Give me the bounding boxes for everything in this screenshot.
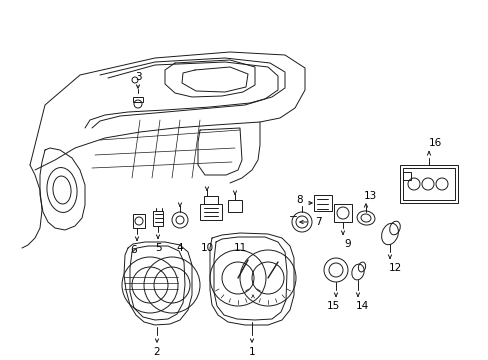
Text: 3: 3 <box>134 72 141 82</box>
Bar <box>399 165 457 203</box>
Bar <box>133 214 145 228</box>
Bar <box>153 211 163 226</box>
Text: 14: 14 <box>355 301 368 311</box>
Text: 15: 15 <box>325 301 339 311</box>
Bar <box>227 200 242 212</box>
Bar <box>200 204 222 220</box>
Text: 11: 11 <box>233 243 246 253</box>
Bar <box>133 97 142 102</box>
Text: 5: 5 <box>154 243 161 253</box>
Bar <box>203 196 218 204</box>
Text: 1: 1 <box>248 347 255 357</box>
Text: 9: 9 <box>344 239 350 249</box>
Text: 7: 7 <box>314 217 321 227</box>
Bar <box>402 172 410 180</box>
Bar <box>313 195 331 211</box>
Bar <box>333 204 351 222</box>
Text: 4: 4 <box>176 243 183 253</box>
Text: 12: 12 <box>387 263 401 273</box>
Text: 6: 6 <box>130 245 137 255</box>
Text: 2: 2 <box>153 347 160 357</box>
Bar <box>402 168 454 200</box>
Text: 8: 8 <box>296 195 303 205</box>
Text: 16: 16 <box>427 138 441 148</box>
Text: 10: 10 <box>200 243 213 253</box>
Text: 13: 13 <box>363 191 376 201</box>
